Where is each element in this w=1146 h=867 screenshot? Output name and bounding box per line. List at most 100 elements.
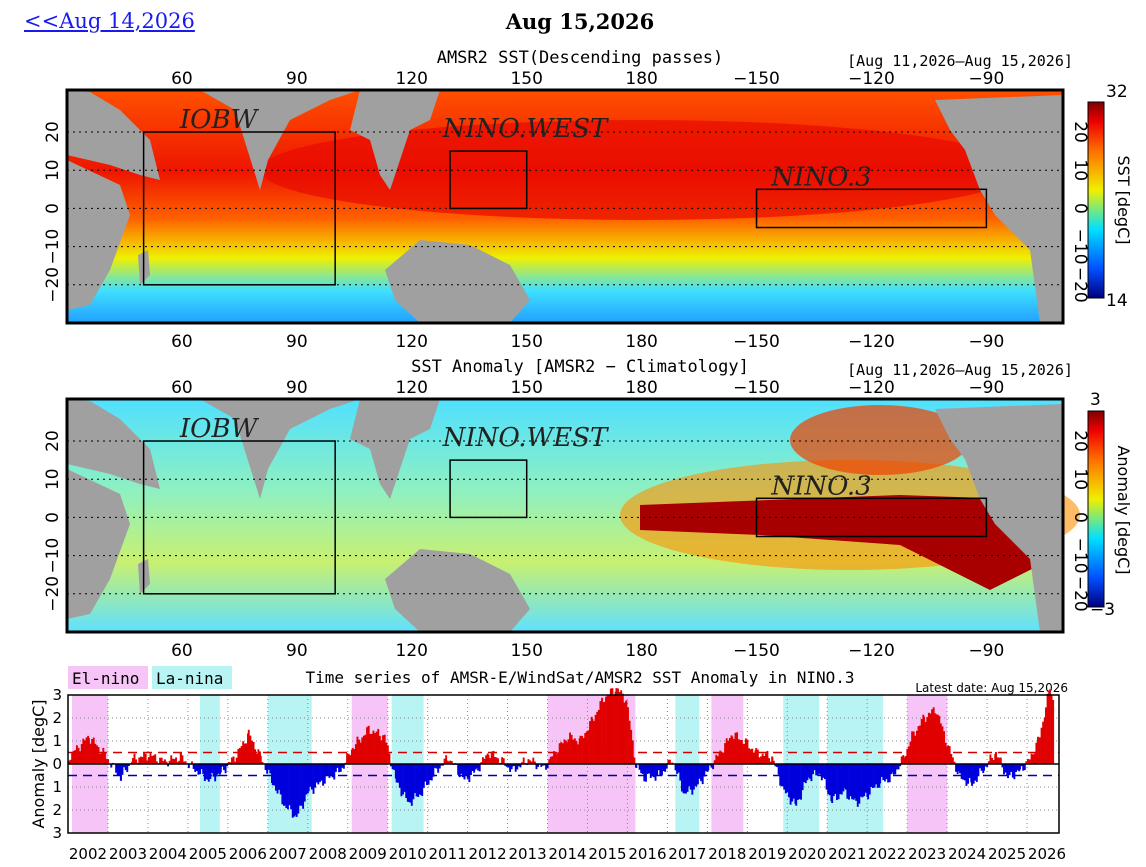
x-tick-label: 2003: [109, 845, 147, 863]
series-bar: [191, 761, 193, 764]
series-bar: [513, 764, 516, 767]
series-bar: [510, 764, 513, 770]
series-bar: [732, 738, 735, 764]
series-bar: [95, 745, 98, 764]
series-bar: [83, 740, 86, 764]
series-bar: [662, 764, 665, 772]
series-bar: [442, 764, 444, 766]
series-bar: [734, 732, 737, 764]
current-date-title: Aug 15,2026: [505, 9, 655, 34]
series-bar: [864, 764, 867, 793]
anomaly-land-asia: [67, 399, 360, 499]
series-bar: [305, 764, 308, 795]
series-bar: [947, 745, 950, 764]
lat-tick-label-right: 20: [1070, 121, 1090, 143]
series-bar: [375, 731, 378, 764]
lon-tick-label-top: −90: [968, 378, 1004, 398]
series-bar: [354, 744, 357, 764]
series-bar: [309, 764, 312, 787]
series-bar: [356, 736, 359, 764]
series-bar: [736, 732, 739, 764]
series-bar: [858, 764, 861, 804]
series-bar: [546, 764, 549, 769]
lon-tick-label-top: 60: [171, 378, 193, 398]
series-bar: [641, 764, 644, 774]
series-bar: [1001, 764, 1004, 768]
series-bar: [377, 728, 380, 764]
series-bar: [900, 756, 903, 764]
series-bar: [1003, 764, 1005, 775]
lat-tick-label-right: −10: [1070, 538, 1090, 574]
series-bar: [310, 764, 313, 790]
y-tick-label: 3: [52, 686, 62, 704]
series-bar: [769, 761, 772, 764]
series-bar: [846, 764, 849, 799]
series-bar: [825, 764, 828, 790]
series-bar: [789, 764, 792, 805]
x-tick-label: 2019: [748, 845, 786, 863]
series-bar: [407, 764, 410, 802]
anomaly-land-australia: [385, 549, 530, 632]
series-bar: [907, 746, 910, 764]
series-bar: [75, 745, 78, 764]
series-bar: [395, 764, 398, 783]
series-bar: [160, 757, 163, 764]
series-bar: [972, 764, 975, 784]
series-bar: [844, 764, 847, 790]
sst-map-frame: [65, 88, 1065, 325]
series-bar: [649, 764, 652, 778]
series-bar: [936, 714, 939, 764]
series-bar: [493, 757, 496, 764]
series-bar: [507, 764, 510, 768]
sst-map-date-range: [Aug 11,2026–Aug 15,2026]: [847, 52, 1073, 70]
series-bar: [912, 731, 915, 764]
series-bar: [421, 764, 424, 796]
series-bar: [334, 764, 337, 772]
anomaly-colorbar-min: −3: [1090, 600, 1115, 620]
lat-tick-label-left: 20: [43, 430, 63, 452]
prev-day-link[interactable]: <<Aug 14,2026: [24, 9, 195, 33]
series-bar: [501, 757, 504, 764]
series-bar: [338, 764, 341, 773]
lat-tick-label-left: 10: [43, 468, 63, 490]
series-bar: [761, 753, 764, 764]
lon-tick-label-bottom: 180: [625, 641, 657, 661]
series-bar: [703, 764, 706, 777]
series-bar: [1020, 764, 1023, 767]
series-bar: [763, 756, 766, 764]
series-bar: [891, 764, 894, 773]
series-bar: [349, 755, 352, 764]
series-bar: [939, 723, 942, 764]
series-bar: [704, 764, 707, 772]
series-bar: [551, 756, 554, 764]
series-bar: [599, 701, 602, 764]
series-bar: [205, 764, 208, 780]
series-bar: [744, 738, 747, 764]
series-bar: [1019, 764, 1021, 770]
legend-la-nina-swatch: [152, 666, 232, 689]
series-bar: [326, 764, 329, 776]
timeseries-chart: El-nino La-nina Time series of AMSR-E/Wi…: [29, 666, 1068, 863]
series-bar: [297, 764, 300, 814]
series-bar: [489, 758, 492, 764]
region-box: [142, 131, 336, 286]
series-bar: [923, 716, 926, 764]
series-bar: [339, 764, 342, 772]
lon-tick-label-top: −150: [733, 378, 780, 398]
lon-tick-label-top: 180: [625, 69, 657, 89]
series-bar: [497, 758, 500, 764]
sst-map: AMSR2 SST(Descending passes) [Aug 11,202…: [43, 48, 1133, 352]
lat-tick-label-right: −20: [1070, 267, 1090, 303]
series-bar: [713, 760, 716, 764]
series-bar: [991, 757, 993, 764]
series-bar: [545, 764, 548, 770]
series-bar: [149, 753, 152, 764]
series-bar: [415, 764, 418, 797]
series-bar: [478, 764, 481, 772]
timeseries-frame: [67, 694, 1060, 834]
series-bar: [779, 764, 782, 786]
series-bar: [330, 764, 333, 776]
series-bar: [870, 764, 873, 787]
y-tick-label: 3: [52, 824, 62, 842]
series-bar: [1030, 753, 1033, 764]
